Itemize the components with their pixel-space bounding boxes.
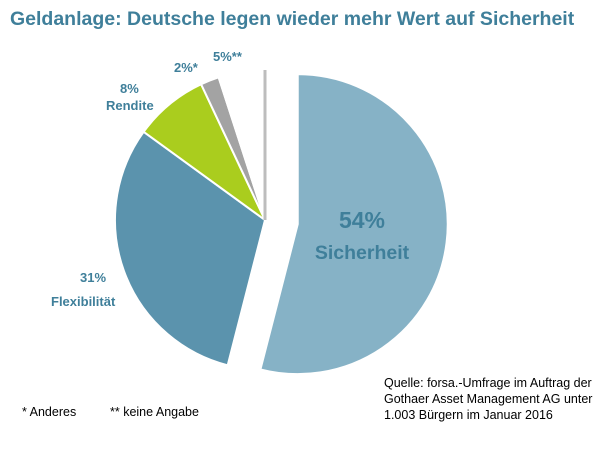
label-rendite-name: Rendite bbox=[106, 98, 154, 113]
slice-sicherheit bbox=[259, 73, 449, 376]
source-note: Quelle: forsa.-Umfrage im Auftrag der Go… bbox=[384, 375, 592, 423]
label-flexibilitaet-name: Flexibilität bbox=[51, 294, 116, 309]
footnote-keine-angabe: ** keine Angabe bbox=[110, 405, 199, 419]
source-line: Gothaer Asset Management AG unter bbox=[384, 392, 593, 406]
source-line: Quelle: forsa.-Umfrage im Auftrag der bbox=[384, 376, 592, 390]
source-line: 1.003 Bürgern im Januar 2016 bbox=[384, 408, 553, 422]
label-rendite-value: 8% bbox=[120, 81, 139, 96]
footnote-anderes: * Anderes bbox=[22, 405, 77, 419]
label-sicherheit-name: Sicherheit bbox=[315, 242, 410, 264]
label-keine-angabe-value: 5%** bbox=[213, 49, 243, 64]
label-flexibilitaet-value: 31% bbox=[80, 270, 106, 285]
slice-flexibilitaet bbox=[114, 130, 267, 367]
label-anderes-value: 2%* bbox=[174, 60, 199, 75]
chart-title: Geldanlage: Deutsche legen wieder mehr W… bbox=[10, 8, 575, 30]
label-sicherheit-value: 54% bbox=[339, 207, 385, 233]
